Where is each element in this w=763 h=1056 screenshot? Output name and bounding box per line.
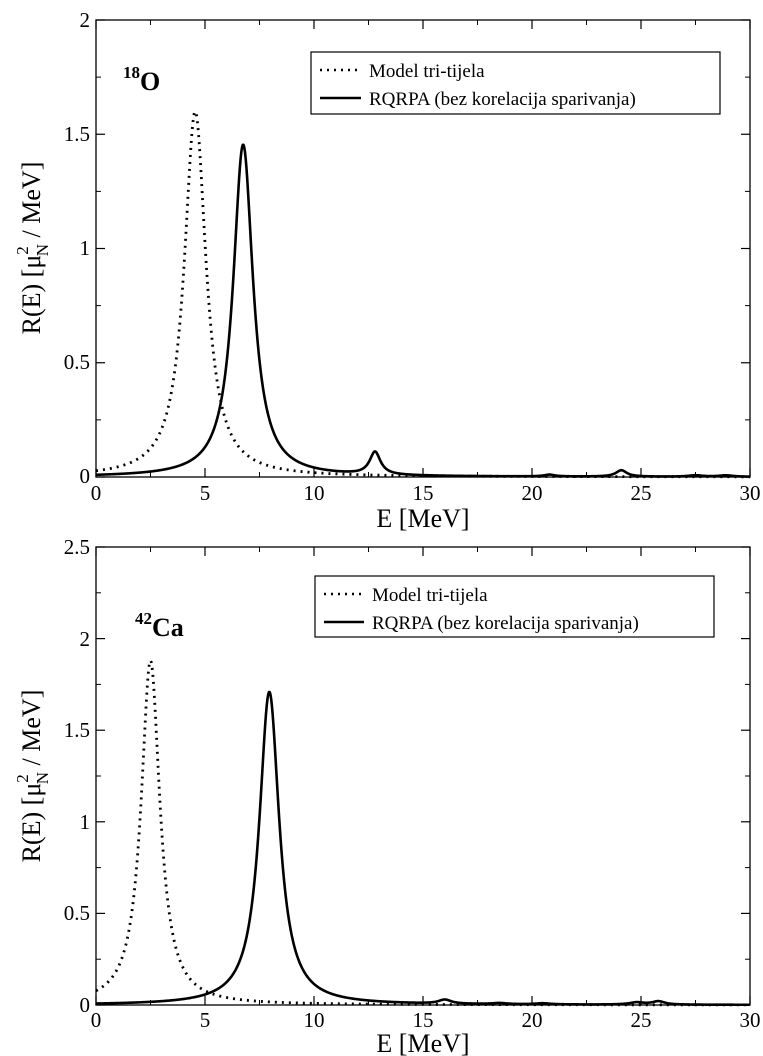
legend: Model tri-tijela RQRPA (bez korelacija s…: [310, 51, 721, 115]
y-axis-label: R(E) [μ2N / MeV]: [13, 162, 52, 335]
y-tick-label: 1: [80, 810, 91, 834]
series-line-rqrpa: [95, 690, 751, 1007]
x-axis-label: E [MeV]: [376, 504, 469, 533]
x-tick-label: 0: [91, 1008, 102, 1032]
legend-label: Model tri-tijela: [369, 61, 485, 82]
nucleus-label: 42Ca: [135, 609, 184, 642]
x-axis-label: E [MeV]: [376, 1029, 469, 1056]
nucleus-label: 18O: [123, 63, 160, 96]
x-tick-label: 10: [304, 481, 325, 505]
chart-panel-bottom: 0 0.5 1 1.5 2 2.5 0 5 10 15 20 25 30 E […: [13, 535, 761, 1056]
y-tick-label: 2: [80, 627, 91, 651]
x-tick-label: 20: [522, 1008, 543, 1032]
x-tick-label: 25: [631, 481, 652, 505]
y-tick-label: 2: [80, 8, 91, 32]
chart-panel-top: 0 0.5 1 1.5 2 0 5 10 15 20 25 30 E [MeV]…: [13, 8, 761, 533]
legend-box: [310, 51, 721, 115]
y-tick-label: 1: [80, 236, 91, 260]
y-tick-label: 0.5: [64, 901, 90, 925]
y-tick-label: 0.5: [64, 350, 90, 374]
y-tick-label: 0: [80, 993, 91, 1017]
legend-label: Model tri-tijela: [372, 585, 488, 606]
x-tick-label: 10: [304, 1008, 325, 1032]
x-tick-label: 25: [631, 1008, 652, 1032]
x-tick-label: 30: [740, 1008, 761, 1032]
data-marks: [95, 659, 751, 1007]
data-marks: [95, 110, 751, 479]
x-tick-label: 5: [200, 481, 211, 505]
x-tick-label: 30: [740, 481, 761, 505]
x-tick-label: 0: [91, 481, 102, 505]
y-tick-label: 1.5: [64, 718, 90, 742]
x-tick-label: 15: [413, 1008, 434, 1032]
series-line-rqrpa: [95, 143, 751, 478]
y-tick-label: 2.5: [64, 535, 90, 559]
y-tick-label: 0: [80, 464, 91, 488]
x-tick-label: 15: [413, 481, 434, 505]
series-line-model-tri-tijela: [95, 110, 751, 479]
legend: Model tri-tijela RQRPA (bez korelacija s…: [314, 575, 715, 638]
legend-box: [314, 575, 715, 638]
y-tick-label: 1.5: [64, 122, 90, 146]
x-tick-label: 20: [522, 481, 543, 505]
y-axis-label: R(E) [μ2N / MeV]: [13, 690, 52, 863]
series-line-model-tri-tijela: [95, 659, 751, 1007]
x-tick-label: 5: [200, 1008, 211, 1032]
legend-label: RQRPA (bez korelacija sparivanja): [369, 89, 636, 110]
legend-label: RQRPA (bez korelacija sparivanja): [372, 613, 639, 634]
